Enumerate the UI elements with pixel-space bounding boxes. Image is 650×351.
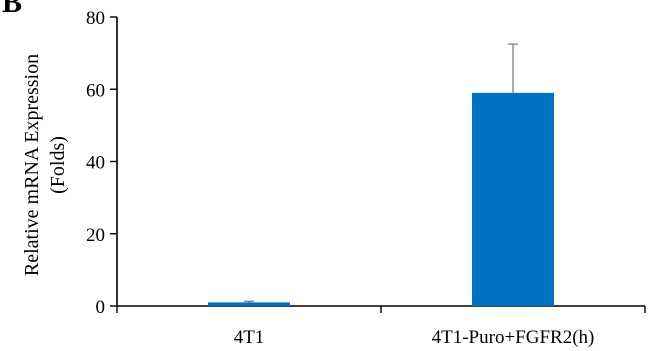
y-tick-label: 40 (86, 153, 105, 174)
axes (116, 17, 646, 313)
y-ticks-group: 0 20 40 60 80 (86, 8, 117, 318)
bar (472, 92, 554, 306)
y-tick-label: 20 (86, 225, 105, 246)
category-labels-group: 4T1 4T1-Puro+FGFR2(h) (234, 327, 595, 348)
y-axis-label-line1: Relative mRNA Expression (21, 54, 43, 276)
y-tick-label: 80 (86, 8, 105, 29)
bar (208, 302, 290, 306)
category-label: 4T1-Puro+FGFR2(h) (432, 327, 595, 348)
y-tick-label: 60 (86, 80, 105, 101)
y-axis-label-line2: (Folds) (47, 136, 69, 194)
category-label: 4T1 (234, 327, 265, 348)
y-axis-label: Relative mRNA Expression (Folds) (21, 54, 69, 276)
panel-label: B (2, 0, 23, 19)
bars-group (208, 43, 554, 306)
y-tick-label: 0 (96, 297, 106, 318)
